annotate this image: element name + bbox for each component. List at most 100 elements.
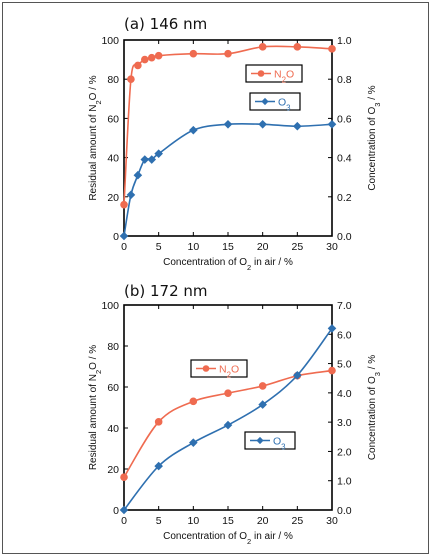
legend-marker: [202, 365, 210, 372]
data-point-o3: [327, 119, 337, 129]
data-point-o3: [154, 149, 163, 158]
x-tick-label: 10: [187, 515, 199, 527]
series-o3: [119, 324, 337, 515]
y-tick-label: 20: [107, 192, 119, 204]
legend-o3: O3: [244, 431, 296, 452]
data-point-n2o: [120, 200, 128, 209]
data-point-o3: [189, 125, 198, 135]
y2-axis-label: Concentration of O3 / %: [367, 355, 382, 460]
y-tick-label: 80: [107, 341, 119, 353]
data-point-n2o: [189, 397, 198, 406]
series-line-o3: [123, 122, 333, 237]
y-tick-label: 60: [107, 113, 119, 125]
y2-tick-label: 7.0: [337, 300, 352, 312]
x-tick-label: 0: [121, 515, 127, 527]
x-tick-label: 5: [156, 515, 162, 527]
y2-tick-label: 5.0: [337, 359, 352, 371]
x-tick-label: 25: [291, 515, 303, 527]
data-point-n2o: [258, 382, 267, 390]
chart-panel-b: (b) 172 nm 0 5 10 15 20 25 30 0 20 40 60 80 100 0.0 1.0…: [88, 282, 382, 546]
plot-area: [123, 304, 333, 511]
legend-n2o: N2O: [245, 64, 303, 85]
data-point-o3: [126, 190, 136, 200]
data-point-n2o: [154, 51, 163, 60]
data-point-n2o: [224, 49, 232, 58]
legend-n2o: N2O: [190, 359, 248, 380]
y2-tick-label: 3.0: [337, 417, 352, 429]
x-tick-label: 20: [257, 241, 269, 253]
legend-box: [190, 359, 248, 378]
y2-tick-label: 0.6: [337, 113, 352, 125]
legend-o3: O3: [249, 92, 301, 112]
y-axis-label: Residual amount of N2O / %: [88, 75, 103, 200]
x-tick-label: 15: [222, 515, 234, 527]
y-tick-label: 0: [113, 231, 119, 243]
data-point-o3: [223, 119, 233, 129]
x-tick-label: 15: [222, 241, 234, 253]
data-point-n2o: [258, 43, 267, 51]
series-line-o3: [123, 327, 333, 511]
legend-label: N2O: [274, 69, 294, 85]
data-point-o3: [189, 438, 198, 447]
data-point-n2o: [154, 418, 163, 426]
series-o3: [119, 119, 337, 241]
y-tick-label: 60: [107, 382, 119, 394]
legend-box: [245, 64, 303, 83]
y2-tick-label: 2.0: [337, 446, 352, 458]
data-point-o3: [293, 121, 302, 131]
chart-panel-a: (a) 146 nm 0 5 10 15 20 25 30 0 20 40 60 80 100 0.0 0.2…: [88, 15, 382, 272]
data-point-o3: [147, 155, 157, 164]
series-n2o: [120, 43, 336, 209]
x-axis-label: Concentration of O2 in air / %: [163, 257, 293, 272]
y2-tick-label: 0.4: [337, 153, 352, 165]
data-point-n2o: [120, 473, 128, 482]
data-point-n2o: [141, 55, 149, 64]
data-point-o3: [154, 461, 163, 471]
data-point-o3: [133, 170, 143, 180]
x-tick-label: 30: [326, 515, 338, 527]
y2-tick-label: 0.0: [337, 505, 352, 517]
x-tick-label: 10: [187, 241, 199, 253]
y-tick-label: 20: [107, 464, 119, 476]
legend-marker: [256, 436, 264, 445]
data-point-o3: [258, 119, 267, 129]
y2-axis-label: Concentration of O3 / %: [367, 85, 382, 190]
data-point-n2o: [147, 53, 156, 62]
y2-tick-label: 0.8: [337, 74, 352, 86]
y-tick-label: 100: [101, 300, 119, 312]
y2-tick-label: 1.0: [337, 476, 352, 488]
data-point-o3: [119, 505, 129, 515]
x-tick-label: 0: [121, 241, 127, 253]
y-tick-label: 80: [107, 74, 119, 86]
x-tick-label: 5: [156, 241, 162, 253]
y2-tick-label: 0.2: [337, 192, 352, 204]
y-tick-label: 100: [101, 35, 119, 47]
x-axis-label: Concentration of O2 in air / %: [163, 531, 293, 546]
y-axis-label: Residual amount of N2O / %: [88, 345, 103, 470]
legend-marker: [257, 70, 265, 77]
panel-title: (b) 172 nm: [124, 282, 208, 300]
y2-tick-label: 4.0: [337, 388, 352, 400]
x-tick-label: 30: [326, 241, 338, 253]
y-tick-label: 40: [107, 423, 119, 435]
data-point-o3: [223, 420, 233, 430]
y2-tick-label: 6.0: [337, 329, 352, 341]
data-point-n2o: [134, 61, 142, 70]
legend-label: O3: [273, 436, 286, 452]
x-tick-label: 25: [291, 241, 303, 253]
data-point-n2o: [189, 49, 198, 58]
data-point-n2o: [224, 389, 232, 397]
y2-tick-label: 0.0: [337, 231, 352, 243]
legend-marker: [261, 97, 269, 106]
y2-tick-label: 1.0: [337, 35, 352, 47]
data-point-o3: [293, 370, 302, 380]
data-point-n2o: [293, 43, 302, 51]
x-tick-label: 20: [257, 515, 269, 527]
data-point-n2o: [328, 45, 336, 53]
legend-label: N2O: [219, 364, 239, 380]
data-point-o3: [258, 400, 267, 409]
data-point-o3: [119, 231, 129, 241]
data-point-n2o: [328, 366, 336, 375]
